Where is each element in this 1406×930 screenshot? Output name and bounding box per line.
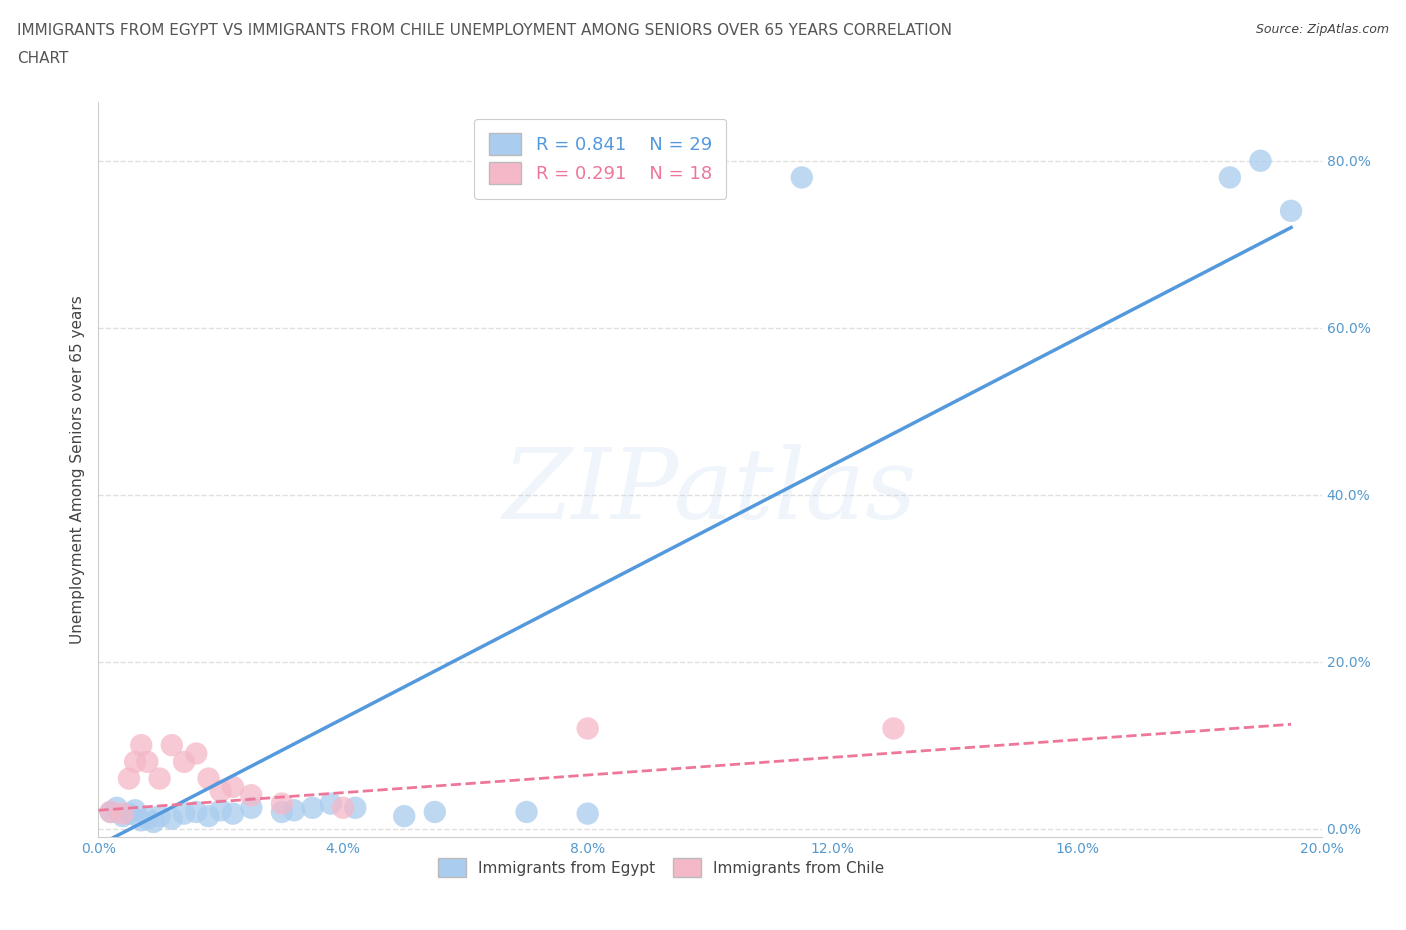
Point <box>1279 204 1302 219</box>
Point <box>149 809 172 824</box>
Point <box>790 170 813 185</box>
Point <box>516 804 538 819</box>
Point <box>576 806 599 821</box>
Point <box>197 771 219 786</box>
Point <box>136 811 159 826</box>
Text: ZIPatlas: ZIPatlas <box>503 444 917 539</box>
Point <box>1219 170 1241 185</box>
Point <box>160 811 183 826</box>
Point <box>142 815 165 830</box>
Point <box>129 813 152 828</box>
Point <box>118 806 141 821</box>
Text: Source: ZipAtlas.com: Source: ZipAtlas.com <box>1256 23 1389 36</box>
Point <box>129 737 152 752</box>
Point <box>222 806 245 821</box>
Point <box>186 804 208 819</box>
Point <box>100 804 122 819</box>
Point <box>124 754 146 769</box>
Point <box>344 801 367 816</box>
Point <box>118 771 141 786</box>
Point <box>136 754 159 769</box>
Point <box>301 801 323 816</box>
Point <box>332 801 354 816</box>
Point <box>209 803 232 817</box>
Point <box>173 754 195 769</box>
Point <box>105 801 128 816</box>
Point <box>240 788 263 803</box>
Point <box>111 809 134 824</box>
Point <box>222 779 245 794</box>
Point <box>240 801 263 816</box>
Text: IMMIGRANTS FROM EGYPT VS IMMIGRANTS FROM CHILE UNEMPLOYMENT AMONG SENIORS OVER 6: IMMIGRANTS FROM EGYPT VS IMMIGRANTS FROM… <box>17 23 952 38</box>
Point <box>197 809 219 824</box>
Point <box>124 803 146 817</box>
Point <box>1249 153 1271 168</box>
Point <box>100 804 122 819</box>
Point <box>392 809 416 824</box>
Y-axis label: Unemployment Among Seniors over 65 years: Unemployment Among Seniors over 65 years <box>69 296 84 644</box>
Point <box>111 806 134 821</box>
Text: CHART: CHART <box>17 51 69 66</box>
Legend: Immigrants from Egypt, Immigrants from Chile: Immigrants from Egypt, Immigrants from C… <box>430 851 891 884</box>
Point <box>883 721 905 736</box>
Point <box>160 737 183 752</box>
Point <box>576 721 599 736</box>
Point <box>319 796 342 811</box>
Point <box>423 804 446 819</box>
Point <box>173 806 195 821</box>
Point <box>270 804 292 819</box>
Point <box>209 784 232 799</box>
Point <box>283 803 305 817</box>
Point <box>270 796 292 811</box>
Point <box>186 746 208 761</box>
Point <box>149 771 172 786</box>
